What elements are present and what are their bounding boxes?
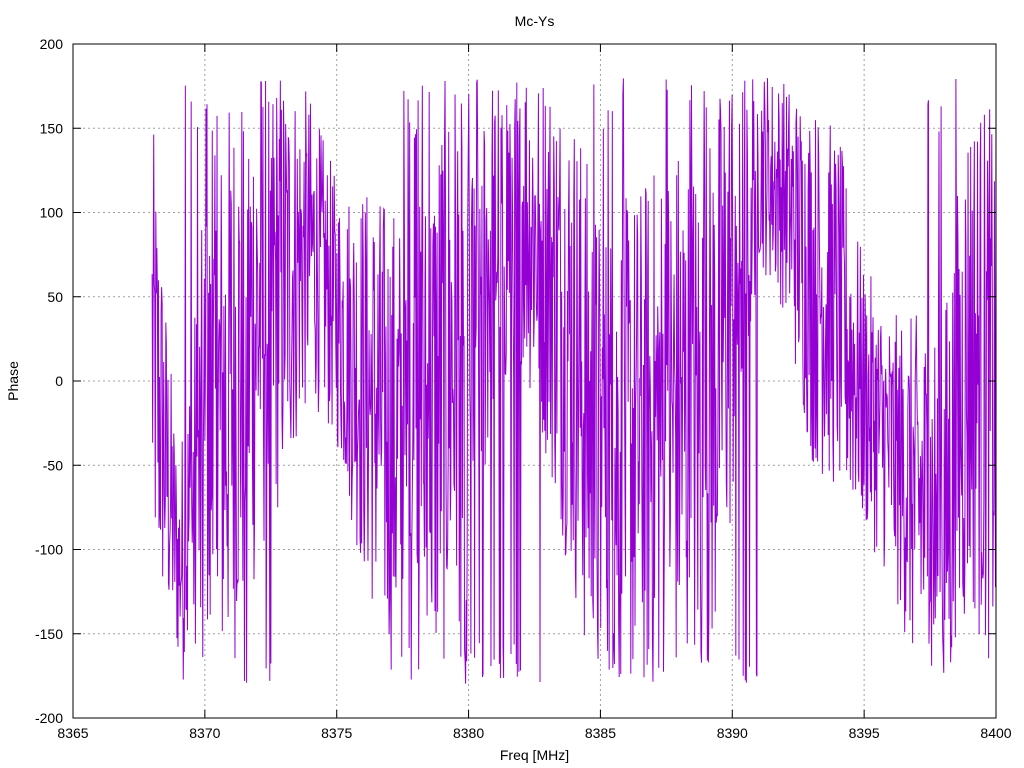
phase-series-line (151, 78, 997, 684)
chart-title: Mc-Ys (515, 13, 555, 29)
y-tick-label: 200 (40, 36, 64, 52)
x-tick-label: 8400 (980, 725, 1011, 741)
x-tick-label: 8365 (57, 725, 88, 741)
x-tick-label: 8390 (717, 725, 748, 741)
x-tick-label: 8375 (321, 725, 352, 741)
x-tick-label: 8370 (189, 725, 220, 741)
y-tick-label: -50 (43, 457, 63, 473)
x-tick-label: 8395 (849, 725, 880, 741)
x-tick-label: 8380 (453, 725, 484, 741)
x-axis-label: Freq [MHz] (500, 747, 569, 763)
y-tick-label: 0 (55, 373, 63, 389)
y-tick-label: -100 (35, 542, 63, 558)
y-tick-label: 100 (40, 205, 64, 221)
y-axis-label: Phase (5, 361, 21, 401)
y-tick-label: 150 (40, 120, 64, 136)
x-axis-ticks: 8365 8370 8375 8380 8385 8390 8395 8400 (57, 44, 1012, 741)
x-tick-label: 8385 (585, 725, 616, 741)
y-axis-ticks: 200 150 100 50 0 -50 -100 -150 -200 (35, 36, 996, 726)
y-tick-label: -200 (35, 710, 63, 726)
series-mc-ys (151, 78, 997, 684)
y-tick-label: -150 (35, 626, 63, 642)
y-tick-label: 50 (47, 289, 63, 305)
